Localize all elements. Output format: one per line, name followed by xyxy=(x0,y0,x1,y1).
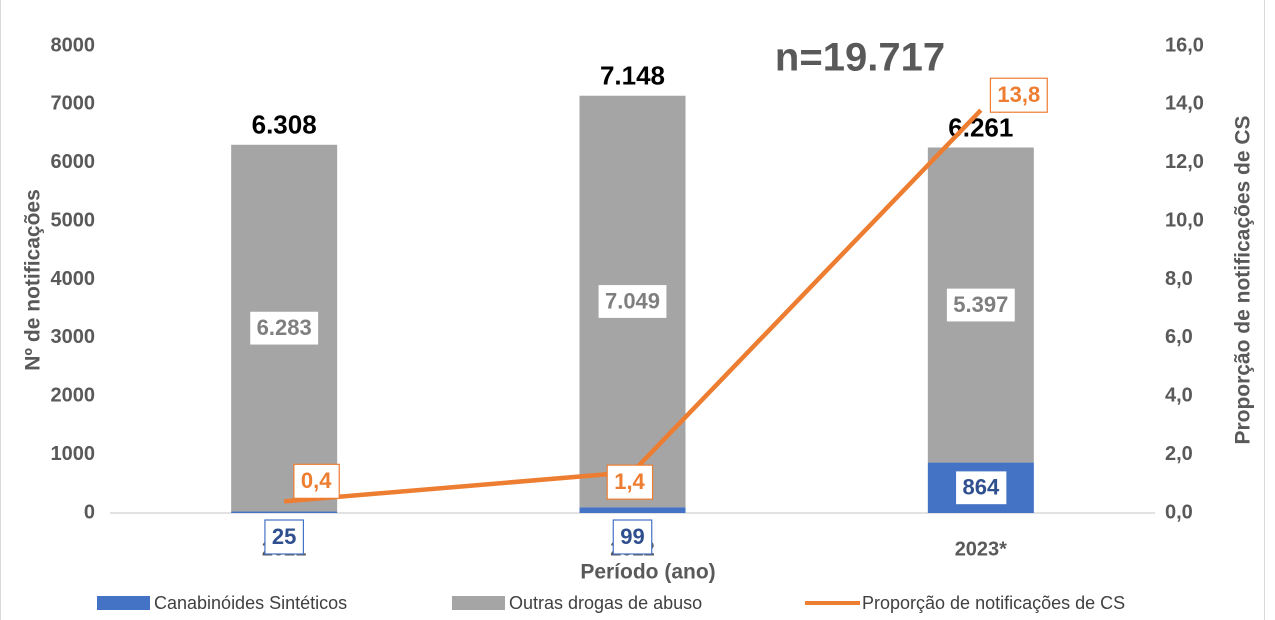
value-label-text: 99 xyxy=(620,524,644,549)
y2-tick-label: 16,0 xyxy=(1165,34,1204,56)
value-label: 25 xyxy=(264,519,305,555)
y-tick-label: 8000 xyxy=(51,34,96,56)
y2-tick-label: 0,0 xyxy=(1165,501,1193,523)
y2-tick-label: 8,0 xyxy=(1165,268,1193,290)
bar-segment xyxy=(231,511,338,513)
value-label-box xyxy=(945,287,1016,323)
line-label-box xyxy=(606,464,654,500)
y-tick-label: 7000 xyxy=(51,93,96,115)
value-label: 7.049 xyxy=(597,283,668,320)
line-label: 0,4 xyxy=(293,463,340,499)
legend-label: Proporção de notificações de CS xyxy=(862,593,1125,613)
line-label: 1,4 xyxy=(606,464,654,500)
value-label-text: 25 xyxy=(272,524,296,549)
y-tick-label: 2000 xyxy=(51,385,96,407)
y-tick-label: 4000 xyxy=(51,268,96,290)
total-label: 6.261 xyxy=(948,112,1013,142)
value-label-text: 864 xyxy=(962,475,999,500)
y2-tick-label: 12,0 xyxy=(1165,151,1204,173)
bar-segment xyxy=(579,507,686,513)
value-label: 6.283 xyxy=(249,310,320,346)
value-label-text: 6.283 xyxy=(257,315,312,340)
y2-tick-label: 10,0 xyxy=(1165,209,1204,231)
y2-tick-label: 6,0 xyxy=(1165,326,1193,348)
line-label: 13,8 xyxy=(989,77,1048,113)
legend-label: Outras drogas de abuso xyxy=(509,593,702,613)
y-tick-label: 1000 xyxy=(51,443,96,465)
x-axis-label: Período (ano) xyxy=(580,561,715,584)
y2-tick-label: 2,0 xyxy=(1165,443,1193,465)
value-label: 864 xyxy=(954,470,1008,506)
legend-swatch xyxy=(97,596,150,610)
annotation: n=19.717 xyxy=(775,36,945,80)
total-label: 7.148 xyxy=(600,61,665,91)
y2-tick-label: 4,0 xyxy=(1165,385,1193,407)
value-label: 99 xyxy=(612,519,653,555)
line-label-text: 0,4 xyxy=(301,468,332,493)
value-label-text: 7.049 xyxy=(605,288,660,313)
y-axis-label: Nº de notificações xyxy=(22,189,45,371)
line-label-text: 13,8 xyxy=(997,82,1040,107)
y2-axis-label: Proporção de notificações de CS xyxy=(1232,115,1255,444)
value-label-box xyxy=(612,519,653,555)
value-label-box xyxy=(264,519,305,555)
y-tick-label: 0 xyxy=(84,501,95,523)
total-label: 6.308 xyxy=(252,110,317,140)
legend-swatch xyxy=(452,596,505,610)
value-label-box xyxy=(597,283,668,320)
value-label-box xyxy=(954,470,1008,506)
line-label-box xyxy=(989,77,1048,113)
y-tick-label: 5000 xyxy=(51,209,96,231)
value-label-box xyxy=(249,310,320,346)
legend-label: Canabinóides Sintéticos xyxy=(154,593,347,613)
x-tick-label: 2023* xyxy=(955,538,1007,560)
value-label: 5.397 xyxy=(945,287,1016,323)
y-tick-label: 3000 xyxy=(51,326,96,348)
line-label-text: 1,4 xyxy=(614,469,645,494)
line-label-box xyxy=(293,463,340,499)
value-label-text: 5.397 xyxy=(953,292,1008,317)
y2-tick-label: 14,0 xyxy=(1165,93,1204,115)
y-tick-label: 6000 xyxy=(51,151,96,173)
